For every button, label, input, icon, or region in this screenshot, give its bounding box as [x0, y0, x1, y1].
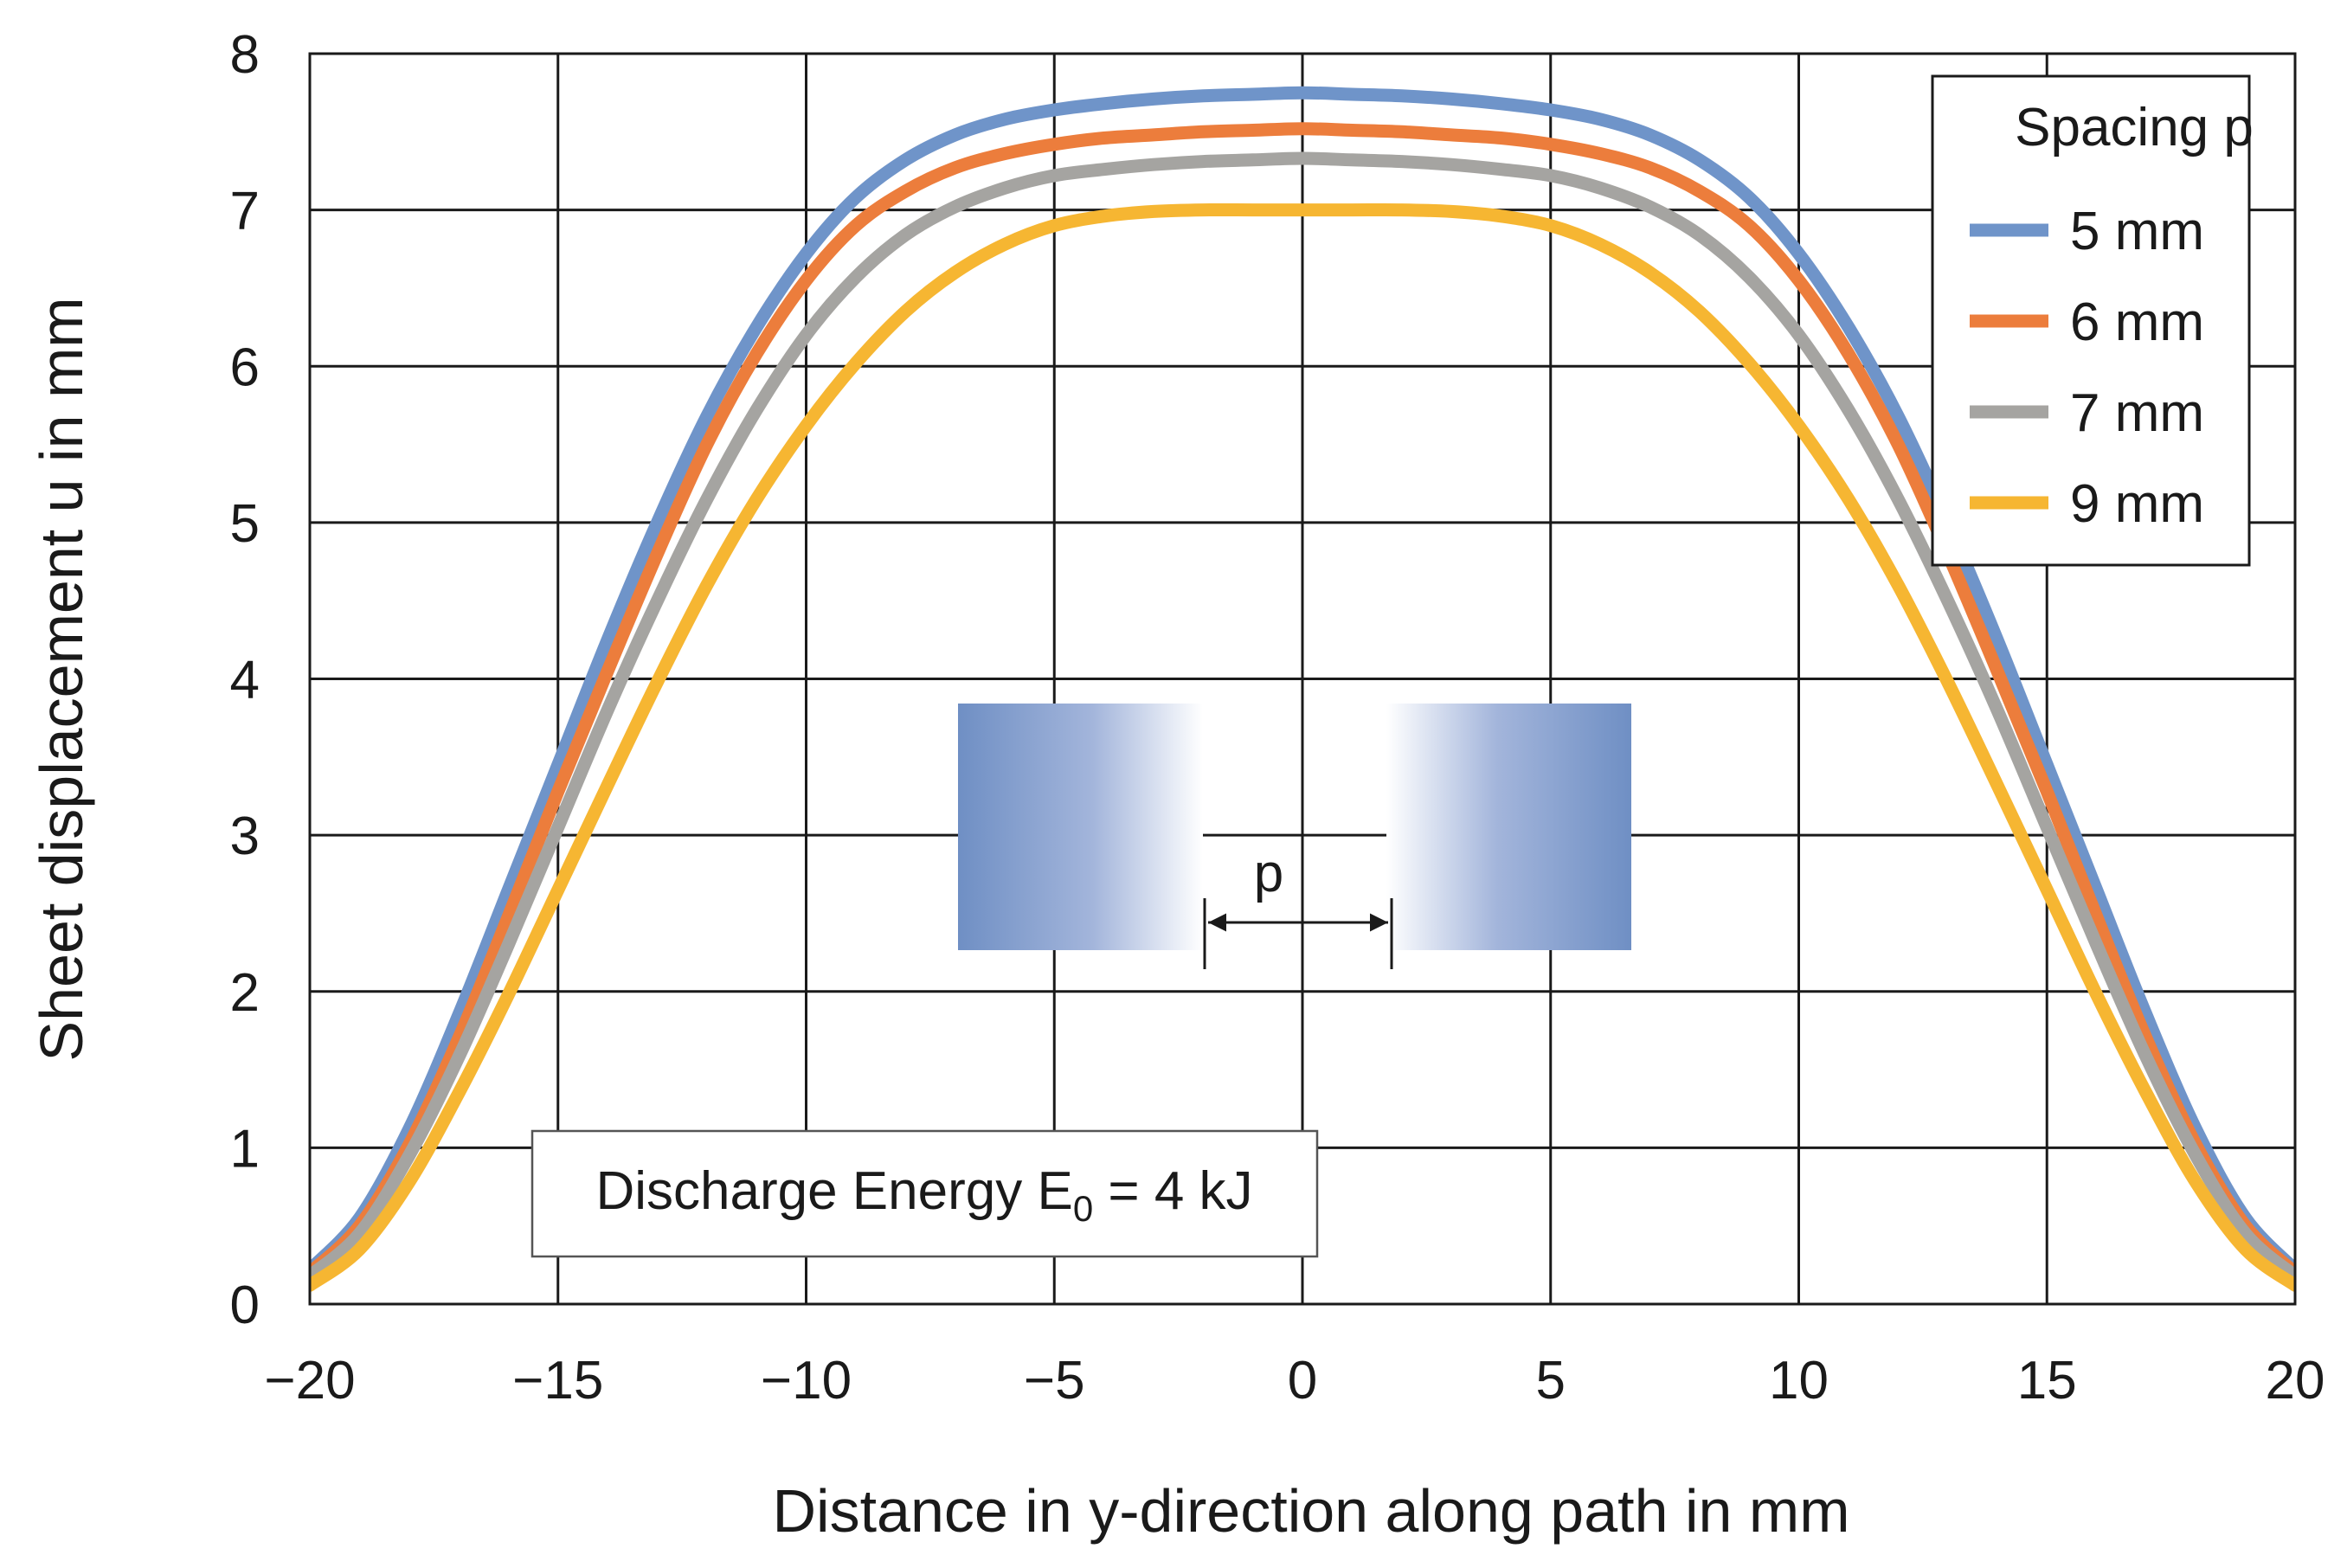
spacing-illustration: p — [958, 704, 1631, 969]
x-tick-labels: −20 −15 −10 −5 0 5 10 15 20 — [264, 1351, 2324, 1411]
legend-label: 7 mm — [2070, 383, 2204, 443]
energy-annotation: Discharge Energy E0 = 4 kJ — [530, 1129, 1319, 1258]
y-tick-label: 6 — [230, 337, 260, 397]
y-tick-label: 1 — [230, 1119, 260, 1179]
legend: Spacing p 5 mm 6 mm 7 mm 9 mm — [1931, 74, 2254, 567]
plot-frame — [308, 52, 2297, 1306]
right-electrode-block — [1386, 704, 1631, 950]
series-line-9-mm — [310, 202, 2295, 1292]
spacing-label: p — [1254, 844, 1283, 903]
x-tick-label: −15 — [512, 1351, 603, 1411]
energy-text: Discharge Energy E0 = 4 kJ — [595, 1161, 1252, 1229]
y-tick-label: 0 — [230, 1276, 260, 1335]
energy-box — [530, 1129, 1319, 1258]
x-tick-label: −10 — [761, 1351, 852, 1411]
y-tick-label: 8 — [230, 25, 260, 85]
y-tick-label: 3 — [230, 806, 260, 866]
energy-suffix: = 4 kJ — [1093, 1161, 1252, 1221]
legend-label: 6 mm — [2070, 292, 2204, 352]
y-tick-label: 2 — [230, 963, 260, 1023]
x-tick-label: 10 — [1769, 1351, 1829, 1411]
legend-title: Spacing p — [2015, 98, 2254, 157]
y-tick-label: 4 — [230, 651, 260, 710]
series-line-5-mm — [310, 86, 2295, 1276]
y-tick-labels: 0 1 2 3 4 5 6 7 8 — [230, 25, 260, 1335]
legend-label: 9 mm — [2070, 474, 2204, 534]
x-tick-label: 0 — [1288, 1351, 1317, 1411]
energy-prefix: Discharge Energy E — [595, 1161, 1072, 1221]
y-tick-label: 5 — [230, 494, 260, 554]
series-line-6-mm — [310, 122, 2295, 1280]
legend-label: 5 mm — [2070, 202, 2204, 261]
series-line-7-mm — [310, 151, 2295, 1282]
y-axis-label: Sheet displacement u in mm — [28, 297, 95, 1061]
legend-entries: 5 mm 6 mm 7 mm 9 mm — [1970, 202, 2204, 534]
x-tick-label: 5 — [1536, 1351, 1566, 1411]
series-lines — [310, 86, 2295, 1292]
x-tick-label: 15 — [2017, 1351, 2077, 1411]
y-tick-label: 7 — [230, 182, 260, 241]
x-axis-label: Distance in y-direction along path in mm — [772, 1477, 1849, 1545]
x-tick-label: 20 — [2266, 1351, 2325, 1411]
energy-subscript: 0 — [1073, 1188, 1093, 1229]
x-tick-label: −5 — [1024, 1351, 1085, 1411]
left-electrode-block — [958, 704, 1203, 950]
x-tick-label: −20 — [264, 1351, 355, 1411]
